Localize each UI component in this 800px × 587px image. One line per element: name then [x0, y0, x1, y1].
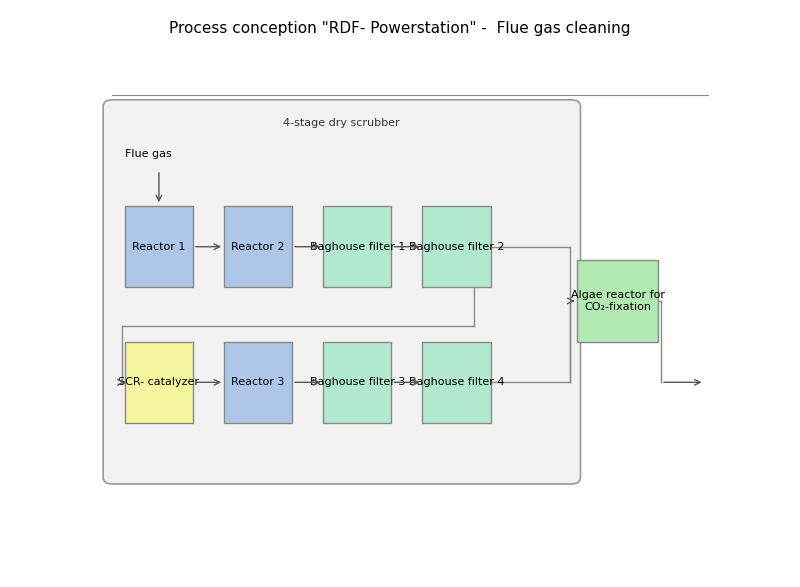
Text: Baghouse filter 2: Baghouse filter 2: [409, 242, 504, 252]
Text: Process conception "RDF- Powerstation" -  Flue gas cleaning: Process conception "RDF- Powerstation" -…: [170, 21, 630, 36]
Text: Baghouse filter 4: Baghouse filter 4: [409, 377, 504, 387]
Text: Baghouse filter 3: Baghouse filter 3: [310, 377, 405, 387]
FancyBboxPatch shape: [224, 206, 292, 288]
FancyBboxPatch shape: [422, 206, 490, 288]
FancyBboxPatch shape: [323, 342, 391, 423]
FancyBboxPatch shape: [323, 206, 391, 288]
Text: Reactor 2: Reactor 2: [231, 242, 285, 252]
Text: Reactor 3: Reactor 3: [231, 377, 285, 387]
FancyBboxPatch shape: [578, 260, 658, 342]
Text: SCR- catalyzer: SCR- catalyzer: [118, 377, 199, 387]
Text: Reactor 1: Reactor 1: [132, 242, 186, 252]
FancyBboxPatch shape: [224, 342, 292, 423]
FancyBboxPatch shape: [422, 342, 490, 423]
FancyBboxPatch shape: [103, 100, 581, 484]
FancyBboxPatch shape: [125, 342, 193, 423]
Text: Algae reactor for
CO₂-fixation: Algae reactor for CO₂-fixation: [570, 290, 665, 312]
Text: 4-stage dry scrubber: 4-stage dry scrubber: [283, 118, 400, 128]
FancyBboxPatch shape: [125, 206, 193, 288]
Text: Flue gas: Flue gas: [125, 149, 171, 158]
Text: Baghouse filter 1: Baghouse filter 1: [310, 242, 405, 252]
